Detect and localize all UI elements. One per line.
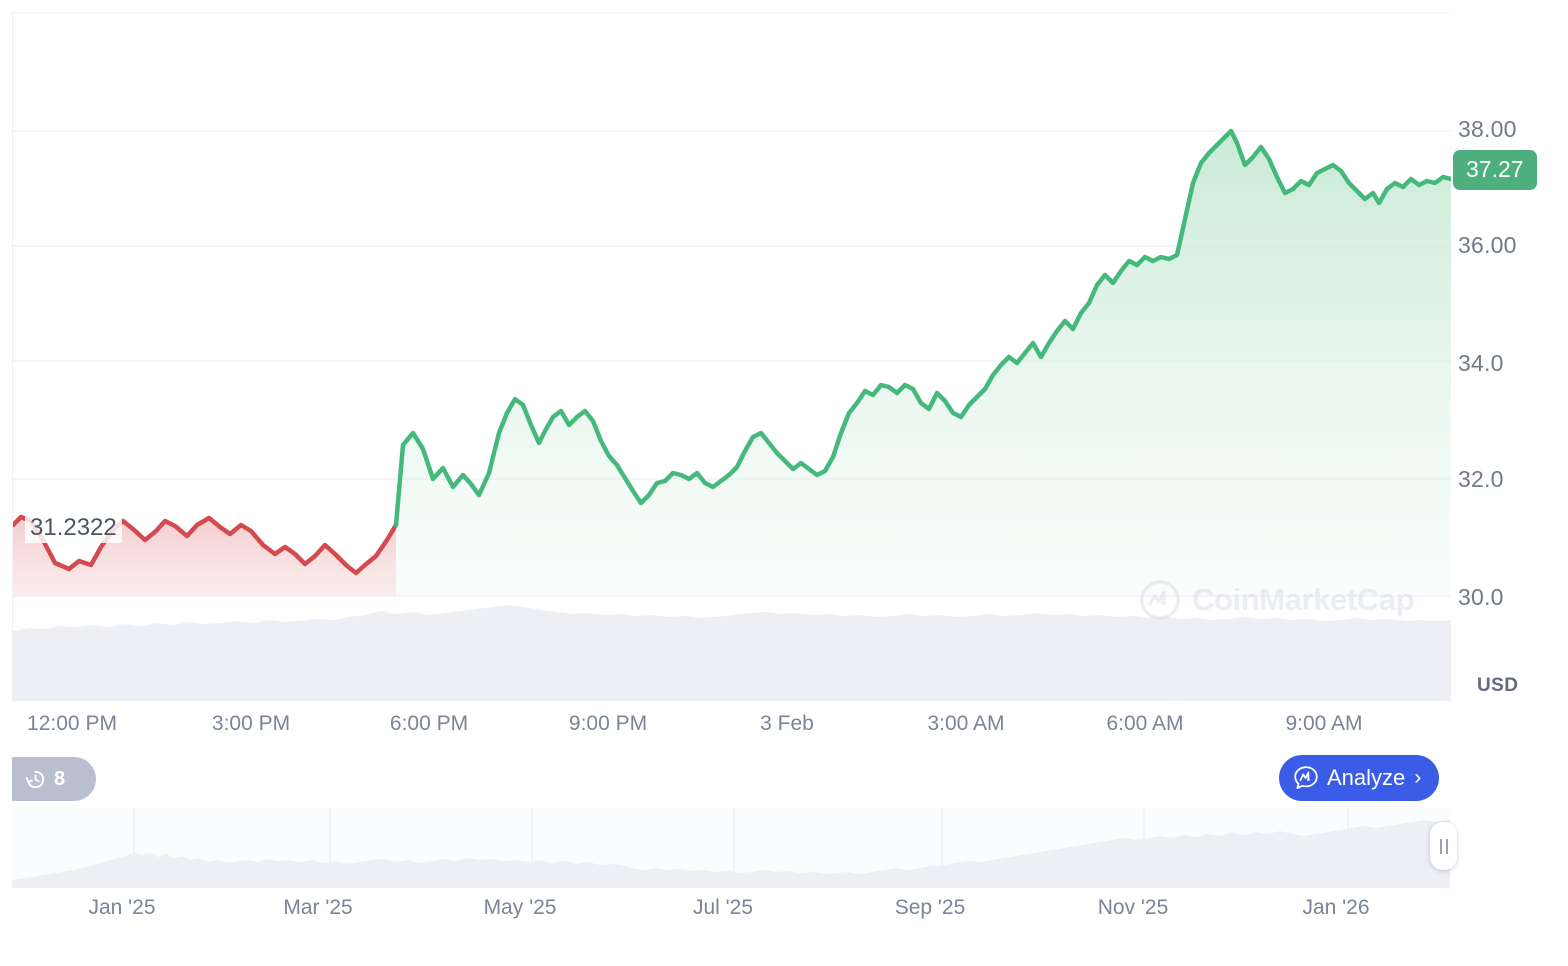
range-navigator[interactable] xyxy=(12,808,1450,888)
volume-area xyxy=(13,605,1451,701)
drag-grip-icon xyxy=(1445,838,1448,854)
nav-tick-6: Jan '26 xyxy=(1302,896,1370,919)
x-tick-4: 3 Feb xyxy=(760,712,814,735)
nav-tick-1: Mar '25 xyxy=(283,896,353,919)
x-tick-7: 9:00 AM xyxy=(1285,712,1363,735)
up-area-fill xyxy=(396,131,1451,596)
down-price-line xyxy=(13,514,399,576)
price-area-chart xyxy=(13,128,1451,701)
nav-tick-2: May '25 xyxy=(483,896,557,919)
analyze-button-label: Analyze xyxy=(1327,765,1406,790)
analyze-bubble-icon xyxy=(1294,766,1318,789)
nav-tick-4: Sep '25 xyxy=(894,896,966,919)
y-tick-36: 36.00 xyxy=(1458,232,1517,258)
history-count: 8 xyxy=(54,767,66,790)
y-tick-32: 32.0 xyxy=(1458,466,1504,492)
history-badge[interactable]: 8 xyxy=(12,757,96,801)
navigator-mini-chart xyxy=(12,808,1450,888)
reference-price-label: 31.2322 xyxy=(25,513,122,543)
x-tick-1: 3:00 PM xyxy=(211,712,291,735)
x-tick-5: 3:00 AM xyxy=(927,712,1005,735)
up-price-line xyxy=(393,128,1451,528)
main-chart-plot-area[interactable]: 31.2322 CoinMarketCap xyxy=(12,12,1451,701)
y-tick-34: 34.0 xyxy=(1458,350,1504,376)
x-tick-0: 12:00 PM xyxy=(27,712,117,735)
analyze-button[interactable]: Analyze › xyxy=(1279,755,1440,801)
chevron-right-icon: › xyxy=(1414,766,1422,789)
history-clock-icon xyxy=(25,770,45,788)
y-tick-38: 38.00 xyxy=(1458,116,1517,142)
x-tick-6: 6:00 AM xyxy=(1106,712,1184,735)
drag-grip-icon xyxy=(1439,838,1442,854)
y-axis: 38.00 36.00 34.0 32.0 30.0 xyxy=(1458,0,1568,700)
navigator-axis: Jan '25 Mar '25 May '25 Jul '25 Sep '25 … xyxy=(0,896,1450,932)
navigator-right-handle[interactable] xyxy=(1430,822,1457,870)
currency-label: USD xyxy=(1477,675,1519,696)
x-tick-3: 9:00 PM xyxy=(568,712,648,735)
nav-tick-3: Jul '25 xyxy=(692,896,754,919)
x-tick-2: 6:00 PM xyxy=(389,712,469,735)
x-axis: 12:00 PM 3:00 PM 6:00 PM 9:00 PM 3 Feb 3… xyxy=(0,712,1450,752)
nav-tick-5: Nov '25 xyxy=(1097,896,1169,919)
current-price-tag: 37.27 xyxy=(1453,150,1537,190)
y-tick-30: 30.0 xyxy=(1458,584,1504,610)
nav-tick-0: Jan '25 xyxy=(88,896,156,919)
navigator-area xyxy=(12,820,1450,888)
